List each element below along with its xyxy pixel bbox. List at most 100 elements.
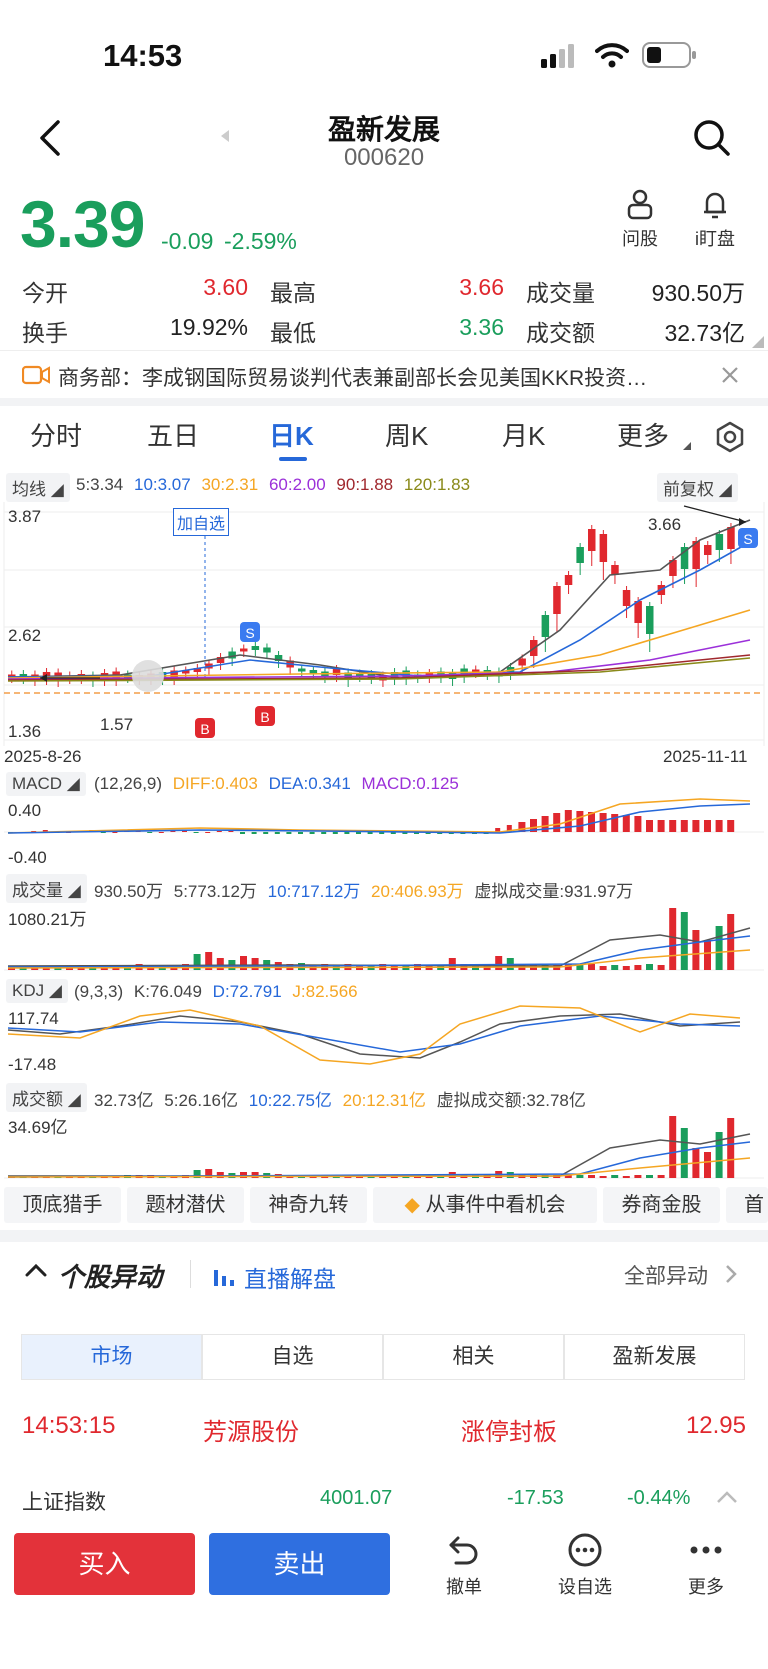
tab-daily-k[interactable]: 日K xyxy=(269,421,314,451)
candle xyxy=(240,648,248,652)
candle xyxy=(274,655,283,661)
turnover-label: 换手 xyxy=(22,320,68,346)
macd-bar xyxy=(530,819,537,832)
volume-bar xyxy=(704,940,711,970)
arrow-head xyxy=(40,674,47,682)
dropdown-corner-icon xyxy=(683,442,691,450)
amt-current: 32.73亿 xyxy=(94,1091,154,1110)
search-icon[interactable] xyxy=(692,118,732,158)
settings-icon[interactable] xyxy=(714,421,746,453)
macd-chart[interactable] xyxy=(0,796,768,868)
amt-ma20: 20:12.31亿 xyxy=(342,1091,426,1110)
kdj-legend: (9,3,3) K:76.049 D:72.791 J:82.566 xyxy=(74,982,358,1002)
buy-button[interactable]: 买入 xyxy=(14,1533,195,1595)
ma60-value: 60:2.00 xyxy=(268,475,326,494)
macd-bar xyxy=(193,832,199,833)
tab-monthly-k[interactable]: 月K xyxy=(502,421,546,451)
macd-bar xyxy=(379,832,385,834)
tab-timeshare[interactable]: 分时 xyxy=(30,421,83,451)
amount-selector[interactable]: 成交额 ◢ xyxy=(6,1083,87,1112)
close-icon[interactable] xyxy=(720,365,740,385)
candle xyxy=(599,534,608,562)
chevron-up-icon[interactable] xyxy=(716,1490,738,1504)
amount-bar xyxy=(216,1172,224,1178)
kdj-chart[interactable] xyxy=(0,1004,768,1076)
amount-bar xyxy=(611,1175,619,1178)
amount-bar xyxy=(193,1170,201,1178)
k-y-top: 3.87 xyxy=(8,507,42,526)
segment-this-stock[interactable]: 盈新发展 xyxy=(564,1334,745,1380)
tab-weekly-k[interactable]: 周K xyxy=(385,421,429,451)
segment-related[interactable]: 相关 xyxy=(383,1334,564,1380)
amt-ma20-line xyxy=(7,1157,751,1178)
candle xyxy=(216,657,225,663)
macd-bar xyxy=(356,832,361,834)
volume-bar xyxy=(646,964,653,970)
more-button[interactable]: 更多 xyxy=(676,1532,736,1599)
live-analysis-link[interactable]: 直播解盘 xyxy=(244,1266,336,1292)
prev-stock-icon[interactable] xyxy=(219,128,231,144)
amount-bar xyxy=(704,1152,711,1178)
tool-event-opportunity[interactable]: ◆ 从事件中看机会 xyxy=(373,1187,597,1223)
index-pct: -0.44% xyxy=(627,1487,691,1509)
alert-event: 涨停封板 xyxy=(461,1419,557,1446)
set-watch-button[interactable]: 设自选 xyxy=(552,1532,618,1599)
tab-more[interactable]: 更多 xyxy=(617,421,670,451)
sell-button[interactable]: 卖出 xyxy=(209,1533,390,1595)
macd-selector[interactable]: MACD ◢ xyxy=(6,772,86,796)
volume-bar xyxy=(437,966,445,970)
trade-badge-text: S xyxy=(245,625,254,641)
tool-broker-gold[interactable]: 券商金股 xyxy=(603,1187,720,1223)
set-watch-label: 设自选 xyxy=(558,1577,612,1597)
chevron-up-icon[interactable] xyxy=(24,1262,48,1278)
vol-ma5-line xyxy=(7,927,751,967)
volume-bar xyxy=(216,958,224,970)
candle xyxy=(622,590,631,606)
volume-bar xyxy=(588,964,595,970)
macd-bar xyxy=(332,832,338,834)
ask-stock-label: 问股 xyxy=(622,229,658,249)
segment-watchlist[interactable]: 自选 xyxy=(202,1334,383,1380)
tool-first[interactable]: 首 xyxy=(726,1187,768,1223)
macd-bar xyxy=(680,820,688,832)
section-gap xyxy=(0,398,768,406)
expand-corner-icon[interactable] xyxy=(752,336,764,348)
amount-bar xyxy=(564,1175,572,1178)
tool-bottom-hunter[interactable]: 顶底猎手 xyxy=(4,1187,121,1223)
candle xyxy=(553,586,561,614)
amount-bar xyxy=(680,1128,688,1178)
watch-board-button[interactable]: i盯盘 xyxy=(690,188,740,251)
ma-line xyxy=(7,657,751,682)
adjust-selector[interactable]: 前复权 ◢ xyxy=(657,473,738,502)
amount-chart[interactable] xyxy=(0,1108,768,1180)
macd-bar xyxy=(715,820,723,832)
tab-five-day[interactable]: 五日 xyxy=(147,421,200,451)
tool-theme-ambush[interactable]: 题材潜伏 xyxy=(127,1187,244,1223)
amount-bar xyxy=(588,1175,595,1178)
ma-selector[interactable]: 均线 ◢ xyxy=(6,473,70,502)
kdj-d: D:72.791 xyxy=(212,982,282,1001)
macd-bar xyxy=(646,820,653,832)
divider xyxy=(0,350,768,351)
macd-bar xyxy=(727,820,735,832)
signal-icon xyxy=(541,44,574,68)
cancel-order-button[interactable]: 撤单 xyxy=(434,1532,494,1599)
volume-chart[interactable] xyxy=(0,900,768,972)
kdj-selector[interactable]: KDJ ◢ xyxy=(6,979,68,1003)
volume-selector[interactable]: 成交量 ◢ xyxy=(6,874,87,903)
ma-legend: 5:3.34 10:3.07 30:2.31 60:2.00 90:1.88 1… xyxy=(76,475,470,495)
chevron-right-icon[interactable] xyxy=(724,1263,738,1285)
add-watch-marker[interactable]: 加自选 xyxy=(173,508,230,536)
candlestick-chart[interactable]: B B S S xyxy=(0,500,768,748)
ask-stock-button[interactable]: 问股 xyxy=(618,188,662,251)
alert-stock[interactable]: 芳源股份 xyxy=(203,1419,299,1446)
amount-bar xyxy=(576,1175,584,1178)
vol-ma20-line xyxy=(7,949,751,969)
news-ticker[interactable]: 商务部：李成钢国际贸易谈判代表兼副部长会见美国KKR投资… xyxy=(58,367,648,390)
all-moves-link[interactable]: 全部异动 xyxy=(624,1265,708,1288)
macd-bar xyxy=(402,832,408,834)
high-value: 3.66 xyxy=(459,274,504,300)
tool-magic-nine[interactable]: 神奇九转 xyxy=(250,1187,367,1223)
back-icon[interactable] xyxy=(36,118,66,158)
segment-market[interactable]: 市场 xyxy=(21,1334,202,1380)
